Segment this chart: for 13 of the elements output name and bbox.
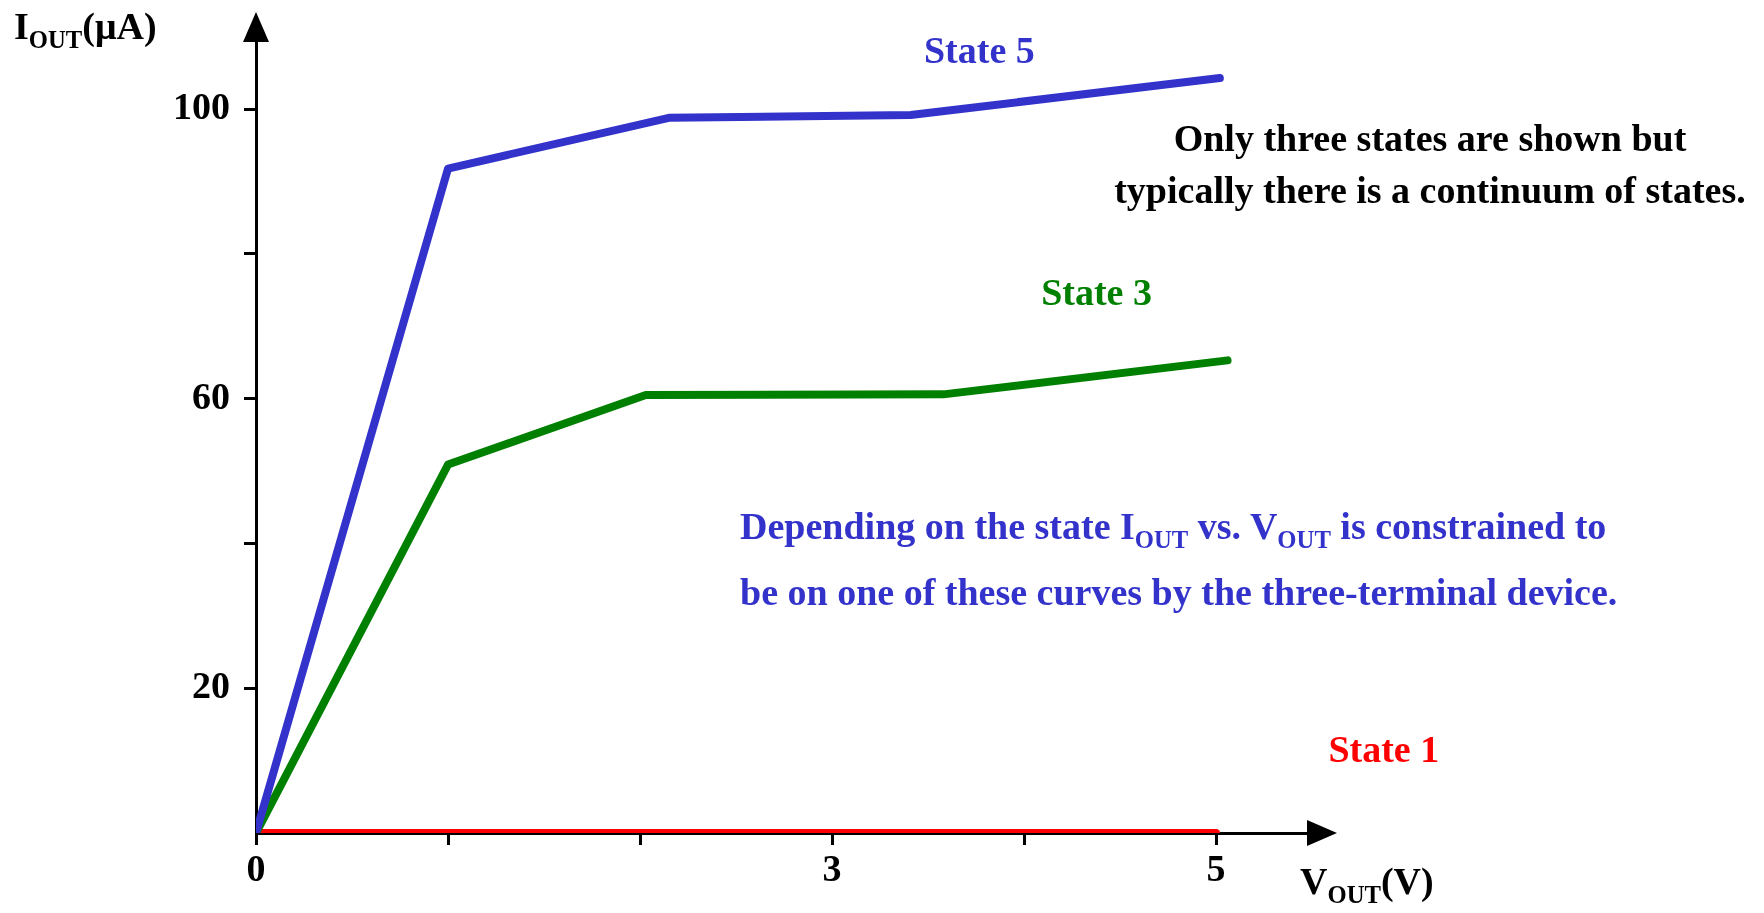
series-label: State 5 (923, 28, 1035, 71)
x-tick-label: 3 (822, 846, 842, 889)
y-axis-title: I$_{OUT}$(μA) (14, 4, 157, 54)
x-tick-label: 0 (246, 846, 266, 889)
text: State 1 (1328, 727, 1440, 770)
x-axis-title: V$_{OUT}$(V) (1300, 859, 1434, 909)
series-label: State 3 (1041, 271, 1152, 314)
annotation: Only three states are shown but typically there is a continuum of states. (1113, 116, 1747, 213)
y-tick-label: 100 (173, 84, 230, 127)
x-tick-label: 5 (1206, 846, 1226, 889)
y-tick-label: 60 (192, 374, 230, 417)
annotation: Depending on the state I$_{OUT}$ vs. V$_{OUT}$ is constrained to be on one of these curves by the three-terminal device. (740, 504, 1619, 615)
y-tick-label: 20 (192, 664, 230, 707)
